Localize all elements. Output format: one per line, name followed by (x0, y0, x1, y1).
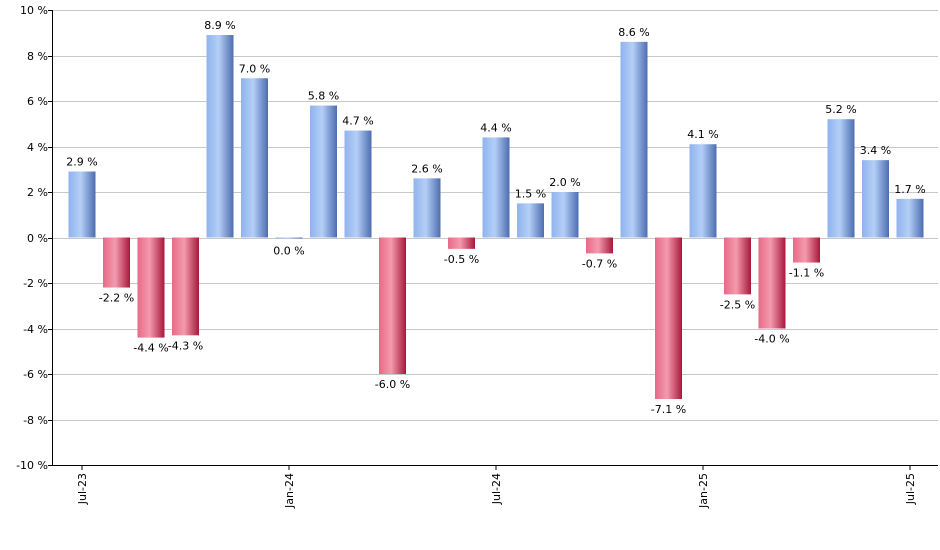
bar (206, 35, 234, 238)
data-label: 4.7 % (342, 115, 373, 128)
data-label: 5.8 % (308, 90, 339, 103)
data-label: 1.5 % (515, 187, 546, 200)
bar (655, 237, 682, 400)
data-label: 0.0 % (273, 245, 304, 258)
data-label: 8.9 % (204, 19, 235, 32)
data-labels: 2.9 % -2.2 % -4.4 % -4.3 % 8.9 % 7.0 % 0.0 % 5.… (66, 19, 925, 416)
bar (517, 203, 544, 238)
data-label: 1.7 % (894, 183, 925, 196)
x-tick-label: Jan-24 (283, 473, 296, 509)
bar (896, 198, 924, 238)
bar (862, 160, 889, 238)
data-label: -0.7 % (582, 257, 617, 270)
y-tick-label: 8 % (27, 50, 48, 63)
y-tick-label: -4 % (23, 323, 48, 336)
data-label: -1.1 % (789, 267, 824, 280)
data-label: 4.1 % (687, 128, 718, 141)
y-tick-label: 4 % (27, 141, 48, 154)
data-label: 3.4 % (860, 144, 891, 157)
x-axis-ticks: Jul-23 Jan-24 Jul-24 Jan-25 Jul-25 (76, 465, 917, 509)
grid-lines (52, 10, 938, 466)
data-label: -6.0 % (375, 378, 410, 391)
bar (448, 237, 475, 249)
y-tick-label: 10 % (20, 4, 48, 17)
bar (793, 237, 820, 263)
y-tick-label: 2 % (27, 186, 48, 199)
bar (551, 192, 579, 238)
data-label: -7.1 % (651, 403, 686, 416)
bar (275, 237, 303, 239)
x-tick-label: Jan-25 (697, 473, 710, 509)
data-label: 7.0 % (239, 62, 270, 75)
bar (344, 130, 372, 238)
data-label: 2.9 % (66, 156, 97, 169)
x-tick-label: Jul-24 (490, 473, 503, 505)
bar (413, 178, 441, 238)
data-label: -4.3 % (168, 339, 203, 352)
bar (379, 237, 406, 374)
data-label: 5.2 % (825, 103, 856, 116)
data-label: -0.5 % (444, 253, 479, 266)
bar (689, 144, 717, 238)
data-label: 2.6 % (411, 162, 442, 175)
data-label: 2.0 % (549, 176, 580, 189)
bar (241, 78, 268, 238)
bar (103, 237, 130, 288)
y-axis-ticks: -10 % -8 % -6 % -4 % -2 % 0 % 2 % 4 % 6 % 8 % 10 % (16, 4, 52, 472)
x-tick-label: Jul-23 (76, 473, 89, 505)
bar (137, 237, 165, 338)
data-label: 8.6 % (618, 26, 649, 39)
bar (310, 105, 337, 238)
y-tick-label: 6 % (27, 95, 48, 108)
y-tick-label: 0 % (27, 232, 48, 245)
bars (68, 35, 924, 400)
data-label: -2.2 % (99, 292, 134, 305)
x-tick-label: Jul-25 (904, 473, 917, 505)
bar (724, 237, 751, 295)
y-tick-label: -2 % (23, 277, 48, 290)
data-label: -4.4 % (133, 342, 168, 355)
data-label: -4.0 % (754, 333, 789, 346)
y-tick-label: -10 % (16, 459, 48, 472)
bar (827, 119, 855, 238)
bar (620, 41, 648, 238)
bar (758, 237, 786, 329)
bar (172, 237, 199, 336)
y-tick-label: -8 % (23, 414, 48, 427)
y-tick-label: -6 % (23, 368, 48, 381)
bar (586, 237, 613, 254)
bar (68, 171, 96, 238)
data-label: 4.4 % (480, 121, 511, 134)
bar (482, 137, 510, 238)
data-label: -2.5 % (720, 298, 755, 311)
